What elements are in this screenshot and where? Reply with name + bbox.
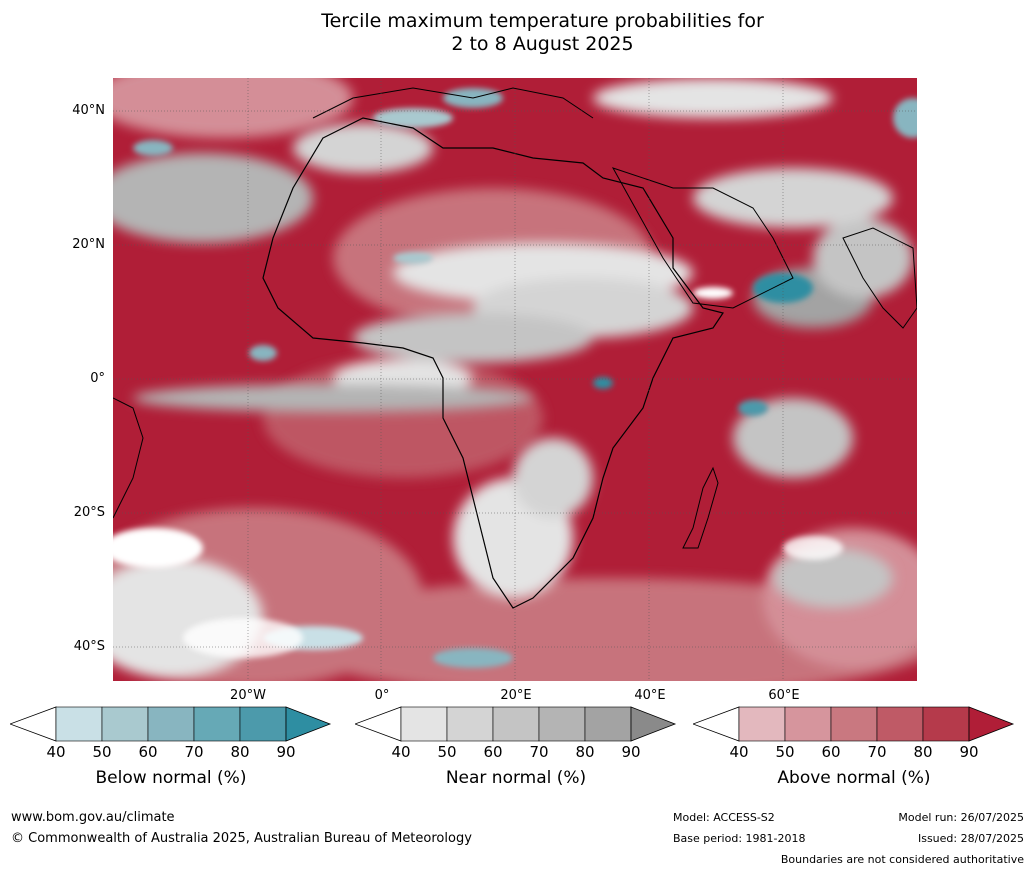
colorbar-segment bbox=[584, 706, 632, 742]
colorbar-segment bbox=[830, 706, 878, 742]
colorbar-segment bbox=[101, 706, 149, 742]
footer-copyright: © Commonwealth of Australia 2025, Austra… bbox=[11, 831, 472, 846]
near-normal-colorbar bbox=[355, 706, 677, 742]
map-title: Tercile maximum temperature probabilitie… bbox=[0, 10, 1035, 56]
lat-label-0: 0° bbox=[90, 371, 105, 386]
colorbar-segment bbox=[538, 706, 586, 742]
tick: 60 bbox=[483, 743, 503, 761]
colorbar-segment bbox=[922, 706, 970, 742]
tick: 70 bbox=[529, 743, 549, 761]
madagascar-coastline bbox=[682, 466, 719, 549]
title-line-1: Tercile maximum temperature probabilitie… bbox=[321, 10, 764, 32]
colorbar-segment bbox=[55, 706, 103, 742]
tick: 90 bbox=[959, 743, 979, 761]
tick: 40 bbox=[391, 743, 411, 761]
tick: 60 bbox=[821, 743, 841, 761]
footer-model: Model: ACCESS-S2 bbox=[673, 811, 775, 824]
near-normal-label: Near normal (%) bbox=[445, 768, 587, 788]
title-line-2: 2 to 8 August 2025 bbox=[451, 33, 634, 55]
lon-label-0: 0° bbox=[374, 688, 390, 703]
lon-label-60e: 60°E bbox=[768, 688, 800, 703]
tick: 70 bbox=[184, 743, 204, 761]
colorbar-segment bbox=[400, 706, 448, 742]
lat-label-40n: 40°N bbox=[72, 103, 105, 118]
above-normal-label: Above normal (%) bbox=[777, 768, 931, 788]
graticule bbox=[113, 78, 917, 681]
tick: 80 bbox=[913, 743, 933, 761]
colorbar-segment bbox=[239, 706, 287, 742]
colorbar-segment bbox=[492, 706, 540, 742]
tick: 50 bbox=[775, 743, 795, 761]
below-normal-colorbar bbox=[10, 706, 332, 742]
tick: 50 bbox=[437, 743, 457, 761]
footer-base-period: Base period: 1981-2018 bbox=[673, 832, 806, 845]
tick: 40 bbox=[729, 743, 749, 761]
colorbar-segment bbox=[738, 706, 786, 742]
footer-issued: Issued: 28/07/2025 bbox=[917, 832, 1024, 845]
lon-label-20w: 20°W bbox=[230, 688, 266, 703]
tick: 90 bbox=[276, 743, 296, 761]
colorbar-segment bbox=[147, 706, 195, 742]
lat-label-20n: 20°N bbox=[72, 237, 105, 252]
tick: 80 bbox=[230, 743, 250, 761]
lon-label-20e: 20°E bbox=[500, 688, 532, 703]
tick: 80 bbox=[575, 743, 595, 761]
below-normal-label: Below normal (%) bbox=[95, 768, 247, 788]
colorbar-segment bbox=[876, 706, 924, 742]
tick: 70 bbox=[867, 743, 887, 761]
colorbar-segment bbox=[446, 706, 494, 742]
tick: 90 bbox=[621, 743, 641, 761]
lat-label-40s: 40°S bbox=[73, 639, 105, 654]
tick: 50 bbox=[92, 743, 112, 761]
above-normal-colorbar bbox=[693, 706, 1015, 742]
footer-url: www.bom.gov.au/climate bbox=[11, 810, 175, 825]
probability-map bbox=[113, 78, 917, 681]
lon-label-40e: 40°E bbox=[634, 688, 666, 703]
lat-label-20s: 20°S bbox=[73, 505, 105, 520]
map-canvas bbox=[113, 78, 917, 681]
colorbar-segment bbox=[193, 706, 241, 742]
africa-coastline bbox=[262, 117, 724, 609]
india-coastline bbox=[842, 227, 917, 329]
south-america-coastline bbox=[113, 397, 144, 519]
colorbar-segment bbox=[784, 706, 832, 742]
europe-coastline bbox=[312, 87, 594, 119]
tick: 60 bbox=[138, 743, 158, 761]
tick: 40 bbox=[46, 743, 66, 761]
footer-model-run: Model run: 26/07/2025 bbox=[898, 811, 1024, 824]
footer-disclaimer: Boundaries are not considered authoritat… bbox=[780, 853, 1024, 866]
